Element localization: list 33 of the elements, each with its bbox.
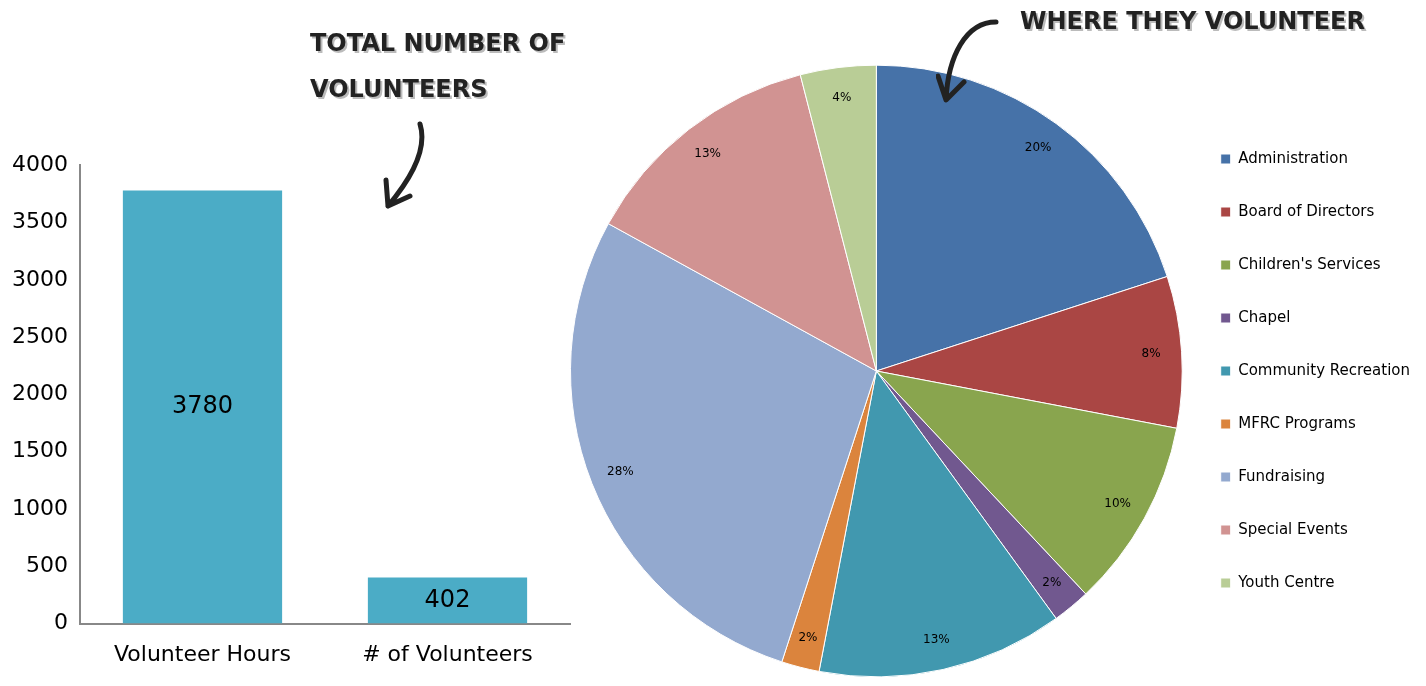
- chart-title: TOTAL NUMBER OF VOLUNTEERS: [310, 28, 567, 105]
- y-tick-label: 3000: [11, 265, 68, 291]
- legend-label: Special Events: [1238, 519, 1348, 538]
- legend-label: Children's Services: [1238, 254, 1381, 273]
- y-tick-label: 1500: [11, 437, 68, 463]
- data-label: 402: [424, 584, 471, 613]
- legend-label: Fundraising: [1238, 466, 1326, 485]
- legend-label: MFRC Programs: [1238, 413, 1356, 432]
- data-label: 28%: [607, 464, 634, 479]
- data-label: 8%: [1141, 345, 1161, 360]
- chart-title: WHERE THEY VOLUNTEER: [1020, 6, 1365, 37]
- x-tick-label: Volunteer Hours: [113, 640, 291, 666]
- legend-label: Community Recreation: [1238, 360, 1410, 379]
- y-tick-label: 500: [25, 552, 68, 578]
- y-tick-label: 1000: [11, 494, 68, 520]
- legend-label: Board of Directors: [1238, 201, 1375, 220]
- y-tick-label: 4000: [11, 150, 68, 176]
- y-tick-label: 2000: [11, 380, 68, 406]
- y-tick-label: 3500: [11, 208, 68, 234]
- data-label: 2%: [1042, 575, 1062, 590]
- data-label: 20%: [1024, 140, 1052, 155]
- y-tick-label: 0: [53, 609, 68, 635]
- data-label: 10%: [1104, 495, 1131, 510]
- legend-label: Youth Centre: [1237, 572, 1335, 591]
- data-label: 4%: [832, 90, 852, 105]
- legend-label: Administration: [1238, 148, 1348, 167]
- x-tick-label: # of Volunteers: [362, 640, 533, 666]
- data-label: 13%: [923, 631, 950, 646]
- data-label: 2%: [798, 629, 818, 644]
- data-label: 13%: [694, 145, 721, 160]
- data-label: 3780: [171, 391, 234, 420]
- y-tick-label: 2500: [11, 322, 68, 348]
- legend-label: Chapel: [1238, 307, 1291, 326]
